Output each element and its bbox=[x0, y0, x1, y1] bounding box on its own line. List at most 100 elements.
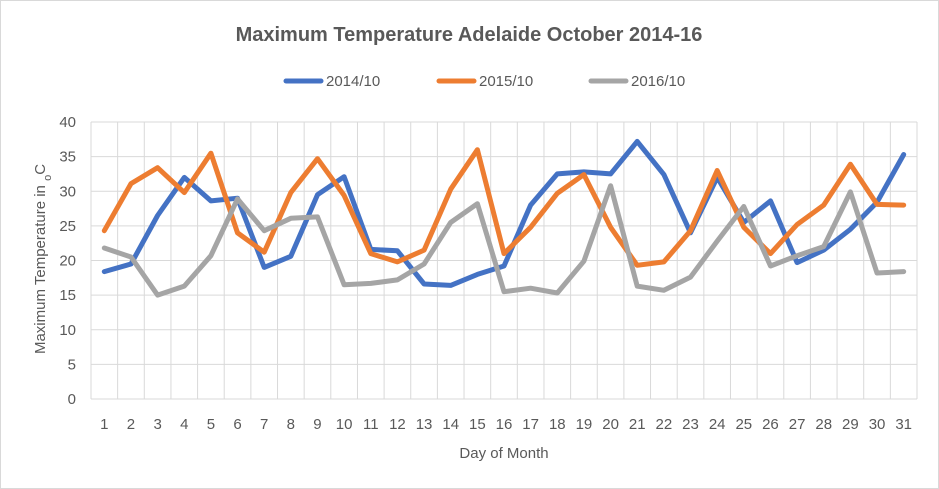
data-point bbox=[555, 191, 560, 196]
y-axis-label-sub: o bbox=[42, 175, 54, 181]
x-tick-label: 3 bbox=[153, 416, 161, 433]
y-tick-label: 25 bbox=[59, 218, 76, 235]
x-tick-label: 10 bbox=[336, 416, 353, 433]
y-tick-label: 5 bbox=[68, 356, 76, 373]
data-point bbox=[741, 225, 746, 230]
x-tick-label: 24 bbox=[709, 416, 726, 433]
data-point bbox=[581, 172, 586, 177]
data-point bbox=[182, 175, 187, 180]
y-axis-label-main: Maximum Temperature in bbox=[32, 181, 49, 354]
x-tick-label: 27 bbox=[789, 416, 806, 433]
x-tick-label: 18 bbox=[549, 416, 566, 433]
y-tick-label: 0 bbox=[68, 391, 76, 408]
data-point bbox=[422, 261, 427, 266]
x-tick-label: 28 bbox=[815, 416, 832, 433]
data-point bbox=[262, 250, 267, 255]
data-point bbox=[661, 259, 666, 264]
y-tick-label: 30 bbox=[59, 183, 76, 200]
data-point bbox=[768, 198, 773, 203]
data-point bbox=[848, 189, 853, 194]
data-point bbox=[795, 253, 800, 258]
data-point bbox=[395, 259, 400, 264]
legend-label: 2015/10 bbox=[479, 73, 533, 90]
data-point bbox=[688, 275, 693, 280]
data-point bbox=[315, 214, 320, 219]
data-point bbox=[608, 225, 613, 230]
series-lines bbox=[101, 138, 907, 298]
data-point bbox=[262, 228, 267, 233]
y-axis-label: Maximum Temperature in oC bbox=[32, 164, 54, 354]
data-point bbox=[395, 277, 400, 282]
data-point bbox=[422, 282, 427, 287]
y-axis-ticks: 0 5 10 15 20 25 30 35 40 bbox=[59, 114, 76, 408]
data-point bbox=[208, 253, 213, 258]
data-point bbox=[901, 203, 906, 208]
data-point bbox=[102, 228, 107, 233]
x-tick-label: 11 bbox=[363, 416, 379, 433]
data-point bbox=[448, 283, 453, 288]
data-point bbox=[555, 291, 560, 296]
x-tick-label: 6 bbox=[233, 416, 241, 433]
data-point bbox=[208, 198, 213, 203]
series-line-2016-10 bbox=[101, 183, 907, 298]
legend: 2014/10 2015/10 2016/10 bbox=[283, 73, 685, 90]
x-axis-ticks: 1 2 3 4 5 6 7 8 9 10 11 12 13 14 15 16 17 18 19 20 21 22 23 24 2… bbox=[100, 416, 912, 433]
data-point bbox=[448, 220, 453, 225]
x-tick-label: 4 bbox=[180, 416, 188, 433]
x-tick-label: 5 bbox=[207, 416, 215, 433]
data-point bbox=[661, 288, 666, 293]
data-point bbox=[608, 171, 613, 176]
data-point bbox=[635, 263, 640, 268]
data-point bbox=[155, 213, 160, 218]
x-tick-label: 26 bbox=[762, 416, 779, 433]
data-point bbox=[502, 251, 507, 256]
x-tick-label: 17 bbox=[522, 416, 539, 433]
y-tick-label: 35 bbox=[59, 149, 76, 166]
x-tick-label: 29 bbox=[842, 416, 859, 433]
data-point bbox=[795, 260, 800, 265]
x-tick-label: 20 bbox=[602, 416, 619, 433]
x-tick-label: 31 bbox=[895, 416, 912, 433]
data-point bbox=[821, 244, 826, 249]
data-point bbox=[875, 202, 880, 207]
data-point bbox=[288, 190, 293, 195]
x-tick-label: 22 bbox=[656, 416, 673, 433]
data-point bbox=[155, 165, 160, 170]
data-point bbox=[368, 281, 373, 286]
data-point bbox=[262, 265, 267, 270]
x-tick-label: 25 bbox=[735, 416, 752, 433]
data-point bbox=[848, 162, 853, 167]
x-tick-label: 15 bbox=[469, 416, 486, 433]
data-point bbox=[875, 270, 880, 275]
data-point bbox=[502, 289, 507, 294]
data-point bbox=[528, 203, 533, 208]
x-tick-label: 9 bbox=[313, 416, 321, 433]
x-tick-label: 19 bbox=[576, 416, 593, 433]
data-point bbox=[155, 293, 160, 298]
data-point bbox=[342, 193, 347, 198]
x-tick-label: 14 bbox=[442, 416, 459, 433]
data-point bbox=[528, 225, 533, 230]
data-point bbox=[235, 196, 240, 201]
data-point bbox=[475, 147, 480, 152]
legend-label: 2014/10 bbox=[326, 73, 380, 90]
x-tick-label: 23 bbox=[682, 416, 699, 433]
y-tick-label: 40 bbox=[59, 114, 76, 131]
y-tick-label: 15 bbox=[59, 287, 76, 304]
x-tick-label: 8 bbox=[287, 416, 295, 433]
data-point bbox=[315, 156, 320, 161]
x-tick-label: 13 bbox=[416, 416, 433, 433]
data-point bbox=[901, 152, 906, 157]
data-point bbox=[128, 181, 133, 186]
data-point bbox=[795, 222, 800, 227]
data-point bbox=[128, 255, 133, 260]
data-point bbox=[528, 286, 533, 291]
data-point bbox=[768, 251, 773, 256]
data-point bbox=[368, 251, 373, 256]
data-point bbox=[102, 246, 107, 251]
data-point bbox=[422, 248, 427, 253]
data-point bbox=[342, 174, 347, 179]
data-point bbox=[182, 284, 187, 289]
data-point bbox=[555, 171, 560, 176]
